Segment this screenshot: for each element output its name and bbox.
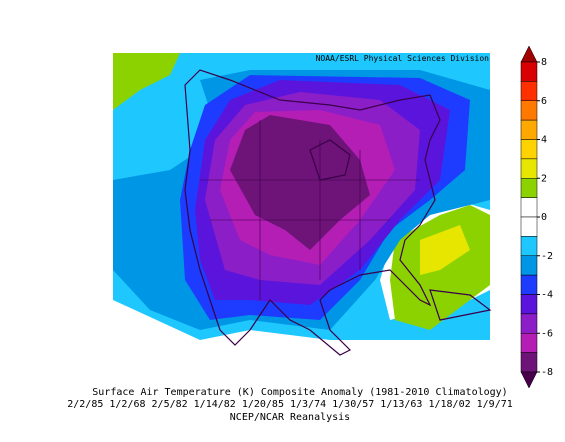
colorbar-bin	[520, 158, 538, 179]
colorbar-bin	[520, 255, 538, 276]
colorbar-bin	[520, 352, 538, 373]
colorbar-bin	[520, 61, 538, 82]
coastlines	[184, 69, 492, 356]
colorbar-bin	[520, 313, 538, 334]
caption-source: NCEP/NCAR Reanalysis	[230, 412, 350, 423]
colorbar-bin	[520, 274, 538, 295]
colorbar-bin	[520, 119, 538, 140]
anomaly-dark-purple	[230, 115, 370, 250]
colorbar-tick-label: 8	[541, 57, 547, 68]
map: NOAA/ESRL Physical Sciences Division	[113, 53, 492, 365]
colorbar-tick-label: -2	[541, 251, 553, 262]
colorbar: 8 6 4 2 0 -2 -4 -6 -8	[520, 45, 553, 389]
colorbar-bin	[520, 216, 538, 237]
colorbar-bin	[520, 294, 538, 315]
colorbar-tick-label: 4	[541, 135, 547, 146]
colorbar-bin	[520, 236, 538, 256]
caption-title: Surface Air Temperature (K) Composite An…	[92, 387, 507, 398]
credit: NOAA/ESRL Physical Sciences Division	[316, 54, 490, 63]
colorbar-bin	[520, 81, 538, 101]
anomaly-yellow	[420, 225, 470, 275]
caption-dates: 2/2/85 1/2/68 2/5/82 1/14/82 1/20/85 1/3…	[67, 399, 513, 410]
colorbar-tick-label: -8	[541, 367, 553, 378]
colorbar-bin	[520, 178, 538, 198]
colorbar-bin	[520, 139, 538, 160]
colorbar-bin	[520, 100, 538, 121]
colorbar-tick-label: 6	[541, 96, 547, 107]
borders	[200, 120, 420, 300]
anomaly-green	[113, 53, 180, 110]
colorbar-tick-label: 0	[541, 212, 547, 223]
colorbar-bin	[520, 197, 538, 218]
colorbar-tick-label: 2	[541, 173, 547, 184]
colorbar-bin	[520, 333, 538, 353]
colorbar-tick-label: -4	[541, 290, 553, 301]
colorbar-end	[520, 371, 538, 389]
colorbar-tick-label: -6	[541, 328, 553, 339]
colorbar-end	[520, 45, 538, 63]
